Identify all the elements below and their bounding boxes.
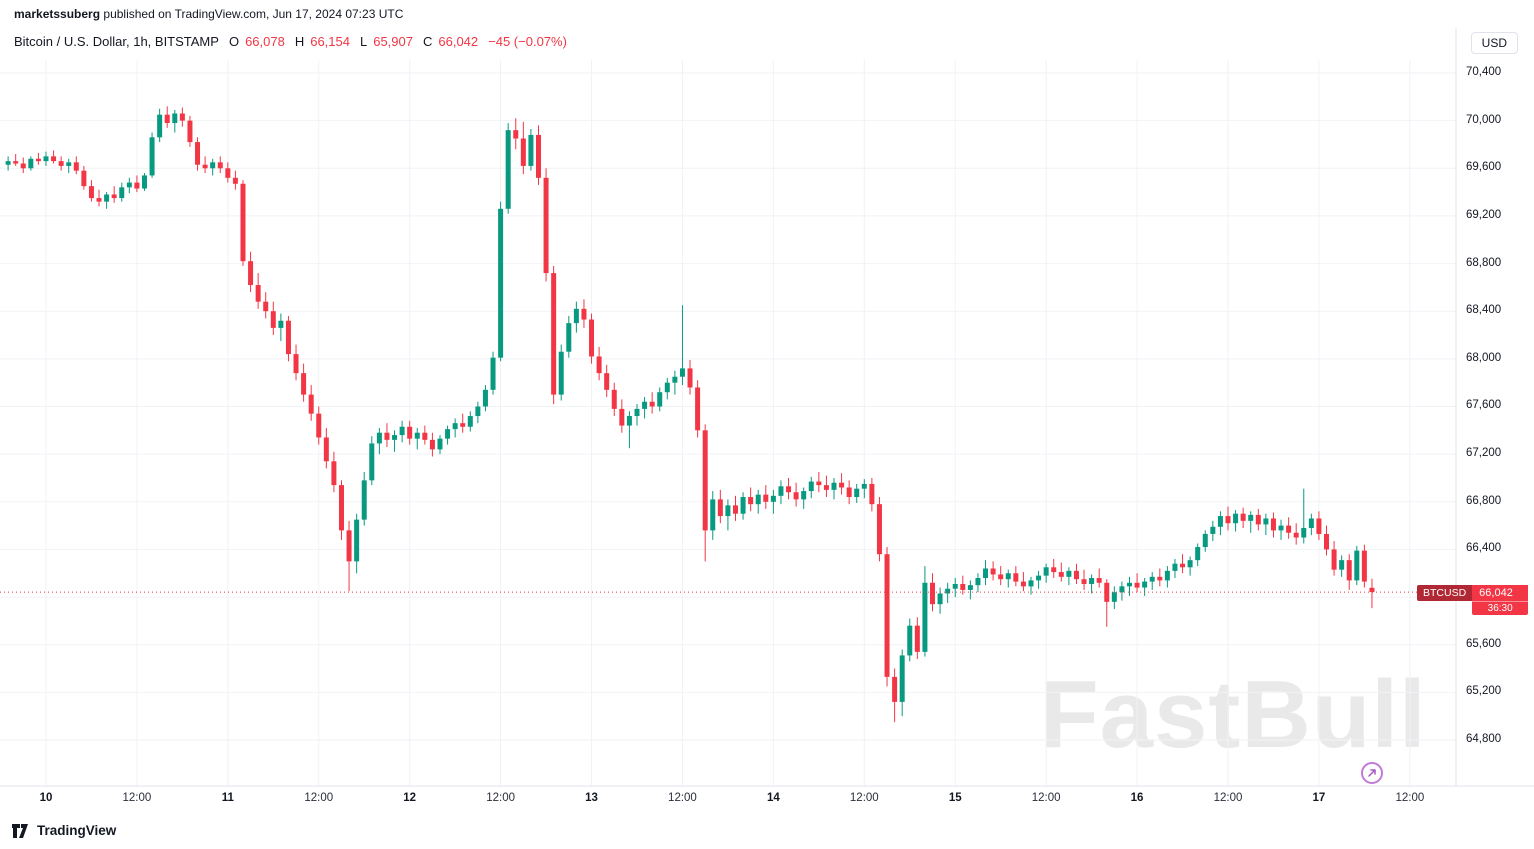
price-axis-label: 64,800 (1466, 732, 1502, 745)
change-value: −45 (−0.07%) (488, 34, 567, 49)
price-axis-label: 67,200 (1466, 447, 1502, 460)
price-axis-label: 68,800 (1466, 256, 1502, 269)
time-axis[interactable]: 10 12:00 11 12:00 12 12:00 13 12:00 14 12:00 15 12:… (0, 790, 1534, 812)
lightning-arrow-icon (1368, 769, 1376, 777)
low-value: 65,907 (373, 34, 413, 49)
time-axis-label: 12:00 (1395, 792, 1425, 804)
time-axis-label: 12:00 (668, 792, 697, 804)
price-tag-symbol: BTCUSD (1417, 585, 1473, 601)
close-value: 66,042 (438, 34, 479, 49)
time-axis-label: 16 (1130, 792, 1144, 804)
time-axis-label: 12:00 (304, 792, 334, 804)
price-tag-value: 66,042 (1472, 585, 1529, 601)
price-axis-label: 66,400 (1466, 542, 1502, 555)
time-axis-label: 13 (585, 792, 598, 804)
time-axis-label: 12:00 (1031, 792, 1061, 804)
attribution-text: published on TradingView.com, Jun 17, 20… (103, 7, 404, 21)
attribution-bar: marketssuberg published on TradingView.c… (14, 7, 403, 21)
attribution-username: marketssuberg (14, 7, 101, 21)
price-tag-countdown: 36:30 (1472, 601, 1529, 615)
time-axis-label: 14 (766, 792, 780, 804)
price-axis-label: 65,200 (1466, 685, 1502, 698)
time-axis-label: 17 (1312, 792, 1326, 804)
fastbull-watermark: FastBull (1040, 661, 1427, 768)
time-axis-label: 12:00 (849, 792, 879, 804)
price-axis-label: 68,000 (1466, 351, 1502, 364)
open-label: O (228, 34, 240, 49)
tradingview-logo-icon (12, 823, 28, 838)
time-axis-label: 12:00 (486, 792, 515, 804)
low-label: L (359, 34, 368, 49)
time-axis-label: 11 (221, 792, 234, 804)
price-axis-label: 70,000 (1466, 113, 1502, 126)
time-axis-label: 15 (948, 792, 962, 804)
time-axis-label: 12:00 (122, 792, 152, 804)
price-axis-label: 68,400 (1466, 304, 1502, 317)
symbol-legend[interactable]: Bitcoin / U.S. Dollar, 1h, BITSTAMP O 66,… (14, 34, 567, 49)
time-axis-label: 10 (39, 792, 53, 804)
price-axis-label: 66,800 (1466, 494, 1502, 507)
symbol-title: Bitcoin / U.S. Dollar, 1h, BITSTAMP (14, 34, 219, 49)
price-axis-label: 70,400 (1466, 66, 1502, 78)
fastbull-logo-icon (1361, 762, 1383, 784)
last-price-tag: BTCUSD 66,042 36:30 (1417, 585, 1529, 615)
time-axis-label: 12:00 (1213, 792, 1243, 804)
tradingview-logo-text: TradingView (37, 823, 117, 838)
close-label: C (422, 34, 433, 49)
price-axis-label: 67,600 (1466, 399, 1502, 412)
price-axis-label: 65,600 (1466, 637, 1502, 650)
price-axis[interactable]: 70,400 70,000 69,600 69,200 68,800 68,400 68,0… (1456, 0, 1534, 786)
price-axis-label: 69,200 (1466, 208, 1502, 221)
time-axis-label: 12 (403, 792, 417, 804)
high-label: H (294, 34, 305, 49)
high-value: 66,154 (310, 34, 350, 49)
price-axis-label: 69,600 (1466, 161, 1502, 174)
currency-usd-button[interactable]: USD (1470, 32, 1518, 54)
open-value: 66,078 (245, 34, 285, 49)
footer[interactable]: TradingView (12, 823, 116, 838)
